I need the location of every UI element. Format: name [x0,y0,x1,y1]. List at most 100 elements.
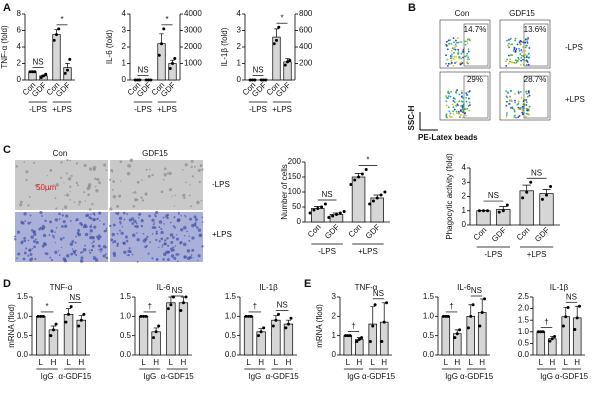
bar [572,317,582,356]
data-point [51,328,55,332]
cell [105,169,108,172]
y2-tick-label: 4000 [184,9,202,18]
cell [120,180,122,182]
cell [16,257,18,260]
cell [182,193,186,198]
cell [184,235,186,237]
flow-x-axis: PE-Latex beads [418,133,478,142]
cell [162,178,165,181]
y-tick-label: 2.5 [518,292,530,301]
data-point [561,324,565,328]
cell [184,214,186,217]
event [513,48,516,51]
event [452,106,455,109]
data-point [79,318,83,322]
data-point [66,68,69,72]
cell [111,188,114,191]
cell [30,235,34,239]
cell [105,256,109,260]
data-point [286,60,289,64]
event [514,37,517,40]
event [466,107,469,110]
cell [69,185,72,188]
x-tick-label: L [38,358,43,367]
cell [134,225,137,228]
data-point [316,207,320,210]
data-point [478,324,482,328]
cell [44,225,46,228]
cell [23,251,27,255]
event [518,47,520,50]
cell [177,212,180,215]
cell [146,235,149,238]
event [460,52,463,55]
gate [523,23,549,67]
y-tick-label: 1.5 [120,292,132,301]
cell [118,216,123,221]
cell [184,163,188,167]
x-tick-label: H [153,358,159,367]
cell [103,163,107,167]
data-point [262,78,265,82]
data-point [364,168,368,171]
event [445,100,448,103]
cell [189,205,192,208]
cell [110,238,114,242]
cell [61,208,64,211]
cell [89,251,92,254]
data-point [360,172,364,176]
cell [69,159,72,162]
cell [23,239,27,243]
event [459,57,462,60]
x-tick-label: GDF [533,225,551,243]
data-point [357,175,361,179]
cell [144,192,148,196]
cell [162,216,165,219]
cell [122,211,126,215]
data-point [383,190,387,194]
chart-title: IL-1β [259,283,278,292]
y-tick-label: 0 [332,350,337,359]
event [446,96,448,99]
cell [167,244,170,247]
event [449,95,452,98]
group-label: IgG [347,372,360,381]
event [462,110,465,112]
data-point [57,27,61,31]
error-bar [479,298,485,313]
cell [90,213,92,216]
event [528,94,531,97]
data-point [42,74,45,78]
data-point [144,314,148,318]
event [460,61,463,64]
error-bar [381,302,387,323]
group-label: -LPS [485,250,503,259]
y-tick-label: 3 [332,292,337,301]
data-point [264,78,268,82]
data-point [244,314,248,318]
x-tick-label: Con [515,226,532,243]
sig-label: * [60,15,63,24]
event [525,104,528,106]
cell [176,218,181,223]
event [464,43,467,46]
event [448,63,451,65]
sig-label: NS [137,66,148,75]
cell [126,171,131,176]
data-point [152,336,156,340]
event [467,58,470,61]
cell [98,248,100,251]
cell [77,229,81,232]
cell [160,237,164,241]
event [453,58,455,60]
event [446,48,449,51]
event [508,100,511,103]
event [520,57,523,59]
cell [79,259,84,263]
data-point [480,310,484,314]
event [505,104,508,107]
event [453,97,456,100]
event [450,49,453,52]
sig-label: † [449,302,453,311]
cell [136,222,138,225]
